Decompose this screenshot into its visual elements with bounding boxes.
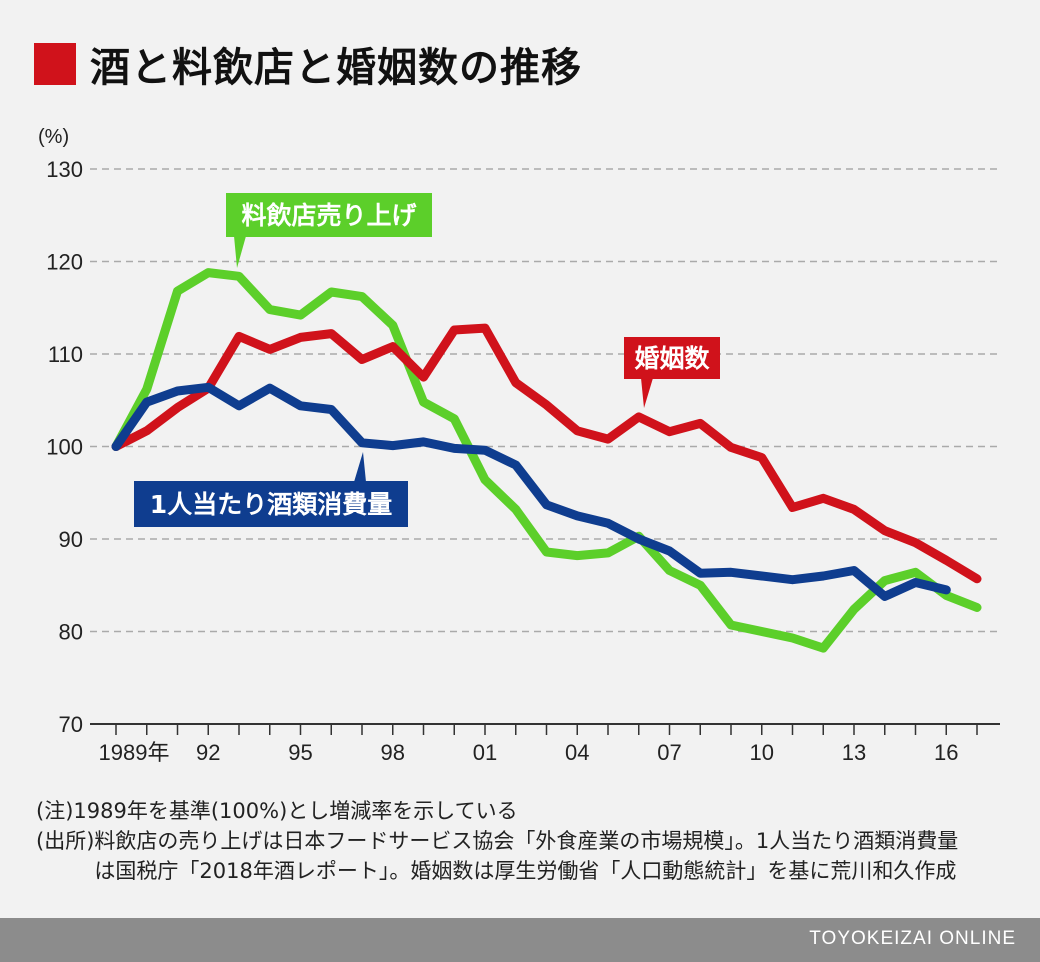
x-tick-label: 10 (750, 740, 774, 765)
restaurant-sales-line (111, 268, 982, 653)
x-tick-label: 13 (842, 740, 866, 765)
marriages-callout-label: 婚姻数 (634, 344, 710, 373)
x-tick-label: 98 (381, 740, 405, 765)
note-text: 料飲店の売り上げは日本フードサービス協会「外食産業の市場規模」。1人当たり酒類消… (94, 829, 959, 883)
alcohol-consumption-line (111, 382, 951, 601)
footer-credit: TOYOKEIZAI ONLINE (809, 928, 1016, 949)
note-row: (注) 1989年を基準(100%)とし増減率を示している (36, 796, 974, 826)
title-marker (34, 43, 76, 85)
x-tick-label: 1989年 (99, 740, 170, 765)
note-text: 1989年を基準(100%)とし増減率を示している (73, 799, 518, 823)
x-tick-label: 07 (657, 740, 681, 765)
x-tick-label: 16 (934, 740, 958, 765)
restaurant-sales-callout-pointer (234, 236, 246, 268)
y-tick-label: 100 (46, 435, 83, 460)
y-tick-label: 120 (46, 250, 83, 275)
marriages-callout-pointer (641, 378, 653, 408)
note-label: (出所) (36, 829, 95, 853)
x-tick-label: 95 (288, 740, 312, 765)
y-tick-label: 80 (59, 620, 83, 645)
note-label: (注) (36, 799, 74, 823)
chart-title: 酒と料飲店と婚姻数の推移 (34, 34, 582, 94)
notes: (注) 1989年を基準(100%)とし増減率を示している (出所) 料飲店の売… (36, 796, 974, 886)
marriages-line (111, 323, 982, 584)
marriages-callout-box (624, 337, 720, 379)
x-tick-label: 01 (473, 740, 497, 765)
restaurant-sales-callout-box (226, 193, 432, 237)
y-tick-label: 110 (48, 342, 83, 367)
y-tick-label: 90 (59, 527, 83, 552)
alcohol-consumption-callout-box (134, 481, 408, 527)
title-text: 酒と料飲店と婚姻数の推移 (90, 45, 582, 91)
footer-bar: TOYOKEIZAI ONLINE (0, 918, 1040, 962)
alcohol-consumption-callout-label: 1人当たり酒類消費量 (150, 490, 392, 519)
x-tick-label: 04 (565, 740, 589, 765)
alcohol-consumption-callout-pointer (354, 452, 366, 482)
y-tick-label: 130 (46, 157, 83, 182)
restaurant-sales-callout-label: 料飲店売り上げ (241, 201, 417, 230)
note-row: (出所) 料飲店の売り上げは日本フードサービス協会「外食産業の市場規模」。1人当… (36, 826, 974, 886)
y-tick-label: 70 (59, 712, 83, 737)
x-tick-label: 92 (196, 740, 220, 765)
y-unit-label: (%) (38, 126, 69, 148)
